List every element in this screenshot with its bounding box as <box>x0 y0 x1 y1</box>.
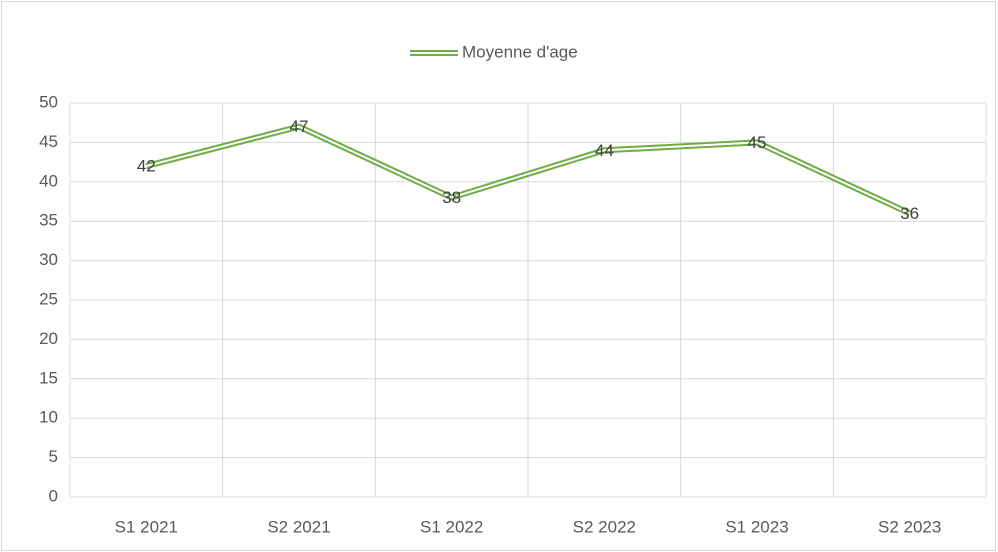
y-tick-label: 45 <box>39 132 58 151</box>
y-tick-label: 50 <box>39 92 58 111</box>
x-tick-label: S2 2021 <box>267 517 330 536</box>
series-line-inner <box>146 125 911 215</box>
y-tick-label: 0 <box>49 486 58 505</box>
y-tick-label: 15 <box>39 368 58 387</box>
y-tick-label: 20 <box>39 329 58 348</box>
y-tick-label: 10 <box>39 408 58 427</box>
data-label: 47 <box>290 117 309 136</box>
y-tick-label: 5 <box>49 447 58 466</box>
data-label: 45 <box>748 133 767 152</box>
y-tick-label: 30 <box>39 250 58 269</box>
x-tick-label: S2 2023 <box>878 517 941 536</box>
x-tick-label: S1 2021 <box>115 517 178 536</box>
x-tick-label: S1 2022 <box>420 517 483 536</box>
data-label: 44 <box>595 141 614 160</box>
x-tick-label: S1 2023 <box>725 517 788 536</box>
data-label: 36 <box>900 204 919 223</box>
y-tick-label: 25 <box>39 289 58 308</box>
y-tick-label: 40 <box>39 171 58 190</box>
legend-label: Moyenne d'age <box>462 42 578 61</box>
y-tick-label: 35 <box>39 211 58 230</box>
data-label: 42 <box>137 157 156 176</box>
x-tick-label: S2 2022 <box>573 517 636 536</box>
data-label: 38 <box>442 188 461 207</box>
